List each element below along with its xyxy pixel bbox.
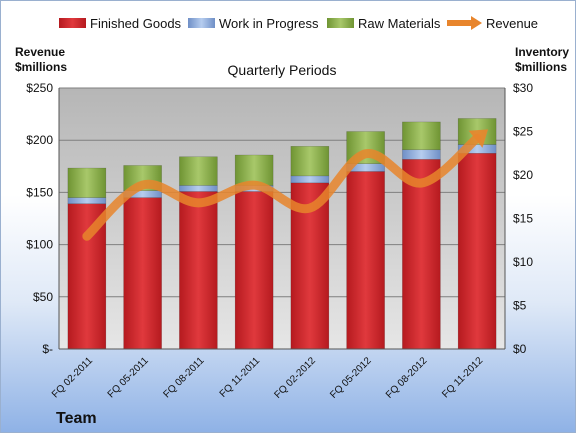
bar-raw-materials bbox=[402, 121, 441, 151]
bar-raw-materials bbox=[67, 167, 107, 198]
legend-swatch-revenue bbox=[447, 16, 482, 30]
revenue-point bbox=[420, 182, 422, 184]
left-tick-label: $50 bbox=[33, 290, 53, 304]
bar-finished-goods bbox=[123, 197, 162, 350]
legend-swatch-raw-materials bbox=[327, 18, 354, 28]
bar-finished-goods bbox=[457, 153, 497, 350]
bar-finished-goods bbox=[179, 191, 218, 350]
x-tick-label: FQ 08-2011 bbox=[162, 355, 207, 400]
legend-label-revenue: Revenue bbox=[486, 16, 538, 31]
revenue-arrowhead bbox=[468, 129, 489, 148]
x-tick-label: FQ 11-2012 bbox=[440, 355, 485, 400]
x-tick-label: FQ 08-2012 bbox=[384, 355, 430, 401]
left-tick-label: $250 bbox=[26, 81, 53, 95]
bar-work-in-progress bbox=[402, 149, 441, 160]
x-tick-label: FQ 05-2012 bbox=[328, 355, 374, 401]
x-tick-label: FQ 02-2012 bbox=[272, 355, 318, 401]
right-tick-label: $25 bbox=[513, 125, 533, 139]
x-tick-label: FQ 05-2011 bbox=[106, 355, 151, 400]
right-tick-label: $5 bbox=[513, 299, 527, 313]
bar-finished-goods bbox=[346, 171, 385, 350]
revenue-point bbox=[253, 184, 255, 186]
legend-label-raw-materials: Raw Materials bbox=[358, 16, 441, 31]
revenue-point bbox=[142, 184, 144, 186]
bar-raw-materials bbox=[234, 154, 274, 186]
left-axis-title-line1: Revenue bbox=[15, 45, 65, 59]
right-tick-label: $20 bbox=[513, 168, 533, 182]
bar-work-in-progress bbox=[290, 175, 330, 184]
revenue-point bbox=[197, 202, 199, 204]
legend-swatch-work-in-progress bbox=[188, 18, 215, 28]
bar-work-in-progress bbox=[179, 185, 218, 192]
right-axis-title-line2: $millions bbox=[515, 60, 567, 74]
right-tick-label: $10 bbox=[513, 255, 533, 269]
bar-raw-materials bbox=[179, 156, 218, 186]
left-tick-label: $100 bbox=[26, 238, 53, 252]
legend-label-work-in-progress: Work in Progress bbox=[219, 16, 319, 31]
left-tick-label: $150 bbox=[26, 185, 53, 199]
bar-raw-materials bbox=[290, 146, 330, 177]
chart-title: Quarterly Periods bbox=[228, 62, 337, 78]
revenue-point bbox=[309, 207, 311, 209]
x-tick-label: FQ 11-2011 bbox=[218, 355, 263, 400]
right-tick-label: $30 bbox=[513, 81, 533, 95]
bar-finished-goods bbox=[402, 159, 441, 350]
bar-finished-goods bbox=[234, 191, 274, 350]
legend: Finished Goods Work in Progress Raw Mate… bbox=[59, 16, 538, 31]
revenue-line bbox=[82, 133, 482, 241]
team-label: Team bbox=[56, 410, 97, 427]
x-tick-label: FQ 02-2011 bbox=[50, 355, 95, 400]
bar-work-in-progress bbox=[67, 197, 107, 204]
revenue-point bbox=[86, 235, 88, 237]
right-tick-label: $0 bbox=[513, 342, 527, 356]
revenue-point bbox=[476, 137, 478, 139]
right-tick-label: $15 bbox=[513, 212, 533, 226]
revenue-point bbox=[365, 153, 367, 155]
left-axis-title-line2: $millions bbox=[15, 60, 67, 74]
left-tick-label: $- bbox=[42, 342, 53, 356]
revenue-line-layer bbox=[82, 129, 489, 241]
right-axis-title-line1: Inventory bbox=[515, 45, 569, 59]
legend-label-finished-goods: Finished Goods bbox=[90, 16, 182, 31]
left-tick-label: $200 bbox=[26, 133, 53, 147]
legend-swatch-finished-goods bbox=[59, 18, 86, 28]
